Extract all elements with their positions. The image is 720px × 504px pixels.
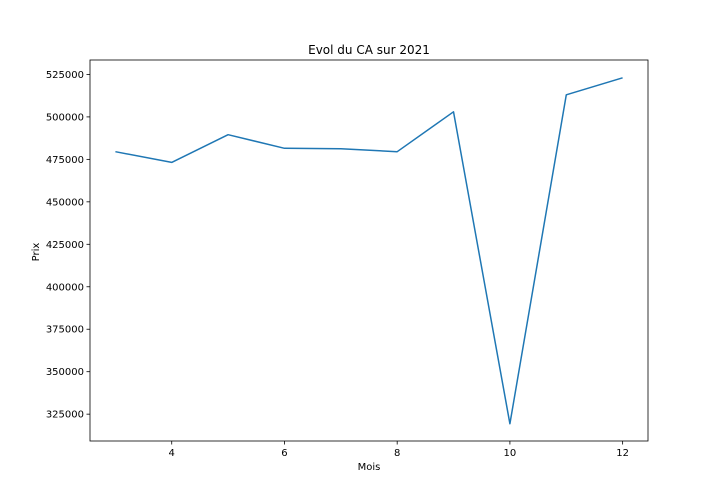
y-tick-label: 325000 bbox=[46, 410, 84, 421]
plot-lines bbox=[115, 77, 623, 425]
x-tick-label: 4 bbox=[169, 448, 175, 459]
x-axis-label: Mois bbox=[358, 462, 381, 473]
y-tick-label: 525000 bbox=[46, 70, 84, 81]
y-tick-label: 450000 bbox=[46, 197, 84, 208]
y-axis-label: Prix bbox=[31, 243, 42, 262]
x-tick-label: 12 bbox=[616, 448, 629, 459]
x-tick-label: 8 bbox=[394, 448, 400, 459]
y-tick-label: 400000 bbox=[46, 282, 84, 293]
series-line bbox=[115, 77, 623, 425]
axis-ticks: 4 6 8 10 12 325000 350000 375000 400000 425000 450… bbox=[46, 70, 629, 459]
y-tick-label: 375000 bbox=[46, 325, 84, 336]
y-tick-label: 425000 bbox=[46, 240, 84, 251]
y-tick-label: 475000 bbox=[46, 155, 84, 166]
chart-title: Evol du CA sur 2021 bbox=[308, 43, 430, 57]
plot-frame bbox=[89, 59, 649, 442]
y-tick-label: 500000 bbox=[46, 112, 84, 123]
x-tick-label: 10 bbox=[504, 448, 517, 459]
y-tick-label: 350000 bbox=[46, 367, 84, 378]
x-tick-label: 6 bbox=[281, 448, 287, 459]
